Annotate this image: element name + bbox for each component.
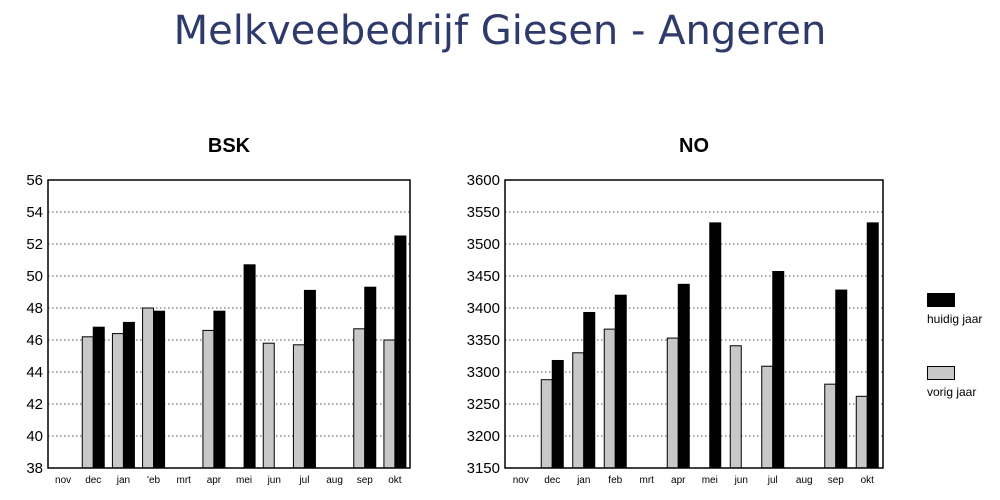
chart-2-ytick-label: 3200 — [467, 428, 500, 445]
chart-2-bar-vorig-sep — [824, 383, 837, 469]
chart-1-bar-huidig-jan — [122, 321, 135, 469]
chart-2-ytick-label: 3600 — [467, 172, 500, 189]
chart-1-ytick-label: 50 — [26, 268, 43, 285]
chart-1-xtick-label: mei — [236, 475, 252, 486]
chart-2-ytick-label: 3250 — [467, 396, 500, 413]
chart-2-bar-huidig-sep — [835, 289, 848, 469]
chart-2-bar-huidig-dec — [551, 359, 564, 469]
chart-1-ytick-label: 46 — [26, 332, 43, 349]
chart-1-bar-vorig-dec — [81, 336, 94, 469]
legend-swatch-previous — [927, 366, 955, 380]
chart-2-xtick-label: aug — [796, 475, 813, 486]
chart-2-xtick-label: dec — [544, 475, 560, 486]
chart-2-bar-huidig-apr — [677, 283, 690, 469]
chart-1-bar-vorig-jan — [111, 333, 124, 469]
chart-2-xtick-label: jun — [734, 475, 748, 486]
chart-1-bar-vorig-apr — [202, 329, 215, 469]
chart-1-ytick-label: 40 — [26, 428, 43, 445]
chart-2-title: NO — [679, 135, 709, 157]
chart-1-xtick-label: jun — [267, 475, 281, 486]
chart-2-xtick-label: okt — [861, 475, 875, 486]
chart-2-plot-frame — [504, 179, 884, 469]
chart-2-ytick-label: 3450 — [467, 268, 500, 285]
chart-1-bar-huidig-jul — [303, 289, 316, 469]
chart-1-xtick-label: aug — [326, 475, 343, 486]
chart-2-xtick-label: sep — [828, 475, 845, 486]
chart-2-bar-vorig-jan — [572, 352, 585, 469]
chart-2-xtick-label: mei — [702, 475, 718, 486]
chart-1-xtick-label: sep — [357, 475, 374, 486]
chart-1-ytick-label: 56 — [26, 172, 43, 189]
chart-1-ytick-label: 52 — [26, 236, 43, 253]
chart-1-bar-huidig-feb — [153, 310, 166, 469]
chart-1-ytick-label: 44 — [26, 364, 43, 381]
chart-2-xtick-label: feb — [608, 475, 622, 486]
page-title: Melkveebedrijf Giesen - Angeren — [173, 8, 827, 54]
chart-2-ytick-label: 3150 — [467, 460, 500, 477]
chart-2-bar-vorig-feb — [603, 328, 616, 469]
chart-1-bar-vorig-jul — [292, 344, 305, 469]
chart-1-ytick-label: 38 — [26, 460, 43, 477]
chart-1-title: BSK — [208, 135, 251, 157]
chart-1-ytick-label: 48 — [26, 300, 43, 317]
chart-2-bar-vorig-jul — [761, 365, 774, 469]
chart-2-bar-vorig-dec — [540, 379, 553, 469]
legend-swatch-current — [927, 293, 955, 307]
chart-2-xtick-label: jan — [576, 475, 590, 486]
chart-1-xtick-label: dec — [85, 475, 101, 486]
chart-2-ytick-label: 3550 — [467, 204, 500, 221]
chart-1-xtick-label: apr — [207, 475, 222, 486]
chart-1-xtick-label: jul — [298, 475, 309, 486]
chart-2-bar-vorig-okt — [855, 395, 868, 469]
chart-1-xtick-label: mrt — [177, 475, 192, 486]
chart-2-xtick-label: nov — [513, 475, 529, 486]
chart-1-xtick-label: 'eb — [147, 475, 160, 486]
chart-2-bar-huidig-okt — [866, 222, 879, 469]
chart-1-bar-vorig-jun — [262, 342, 275, 469]
chart-2-bar-huidig-feb — [614, 294, 627, 469]
chart-2-bar-huidig-jul — [772, 271, 785, 469]
chart-1-xtick-label: okt — [388, 475, 402, 486]
chart-2-xtick-label: apr — [671, 475, 686, 486]
chart-2-xtick-label: jul — [767, 475, 778, 486]
chart-1-bar-vorig-feb — [142, 307, 155, 469]
chart-2-xtick-label: mrt — [640, 475, 655, 486]
chart-2-bar-vorig-jun — [729, 345, 742, 469]
chart-2-ytick-label: 3350 — [467, 332, 500, 349]
chart-1-xtick-label: nov — [55, 475, 71, 486]
chart-2-bar-vorig-apr — [666, 337, 679, 469]
chart-1-bar-huidig-mei — [243, 264, 256, 469]
chart-1-ytick-label: 42 — [26, 396, 43, 413]
chart-2-ytick-label: 3400 — [467, 300, 500, 317]
legend-label-current: huidig jaar — [927, 312, 983, 326]
chart-2-ytick-label: 3300 — [467, 364, 500, 381]
chart-1-bar-huidig-apr — [213, 310, 226, 469]
legend-label-previous: vorig jaar — [927, 385, 977, 399]
chart-1-bar-huidig-sep — [364, 286, 377, 469]
chart-2-bar-huidig-jan — [583, 311, 596, 469]
chart-1-bar-vorig-okt — [383, 339, 396, 469]
chart-1-bar-huidig-dec — [92, 326, 105, 469]
chart-2-bar-huidig-mei — [709, 222, 722, 469]
chart-1-bar-huidig-okt — [394, 235, 407, 469]
chart-1-xtick-label: jan — [116, 475, 130, 486]
chart-1-plot-frame — [47, 179, 411, 469]
chart-1-bar-vorig-sep — [353, 328, 366, 469]
chart-1-ytick-label: 54 — [26, 204, 43, 221]
chart-2-ytick-label: 3500 — [467, 236, 500, 253]
